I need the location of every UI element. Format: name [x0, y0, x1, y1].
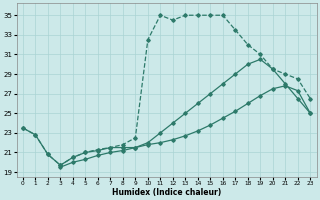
X-axis label: Humidex (Indice chaleur): Humidex (Indice chaleur) [112, 188, 221, 197]
